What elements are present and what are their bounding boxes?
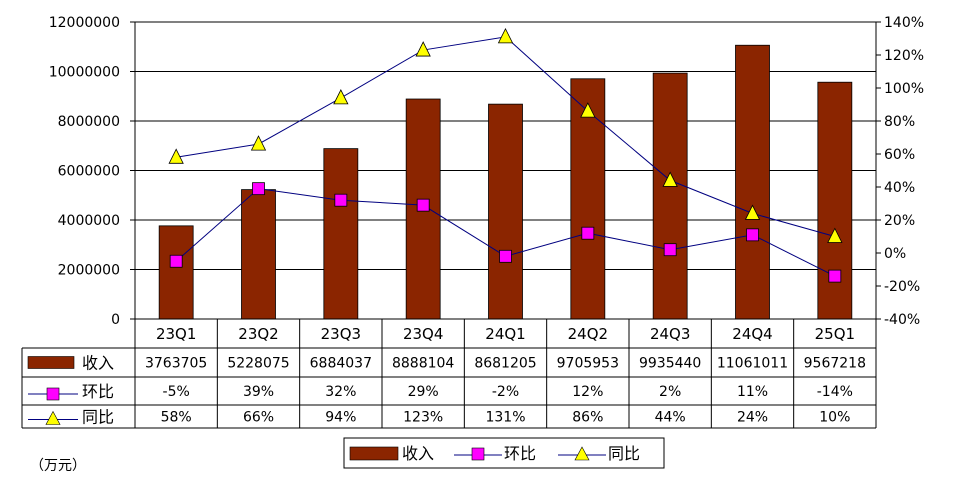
- table-cell: 9705953: [557, 356, 619, 372]
- table-cell: 9567218: [804, 356, 866, 372]
- yoy-point: [744, 204, 761, 220]
- table-cell: 11061011: [717, 356, 788, 372]
- table-cell: 86%: [572, 410, 603, 426]
- table-cell: 29%: [408, 384, 439, 400]
- table-cell: 10%: [819, 410, 850, 426]
- y-right-tick-label: -40%: [884, 312, 920, 328]
- qoq-point: [334, 193, 348, 207]
- category-label: 24Q1: [485, 325, 525, 343]
- table-cell: 8681205: [474, 356, 536, 372]
- qoq-point: [252, 182, 265, 196]
- y-right-tick-label: 0%: [884, 246, 906, 262]
- qoq-point: [746, 228, 759, 242]
- table-cell: 3763705: [145, 356, 207, 372]
- legend-key-square: [471, 447, 485, 461]
- table-cell: 66%: [243, 410, 274, 426]
- revenue-bar: [652, 72, 688, 320]
- yoy-point: [168, 148, 184, 164]
- category-label: 23Q1: [156, 325, 196, 343]
- y-right-tick-label: 120%: [884, 48, 924, 64]
- table-row-name: 收入: [82, 354, 114, 373]
- table-key-square: [46, 387, 60, 401]
- table-cell: 8888104: [392, 356, 454, 372]
- legend-key-triangle: [574, 446, 590, 461]
- category-label: 23Q3: [321, 325, 361, 343]
- y-right-tick-label: 60%: [884, 147, 915, 163]
- table-cell: 44%: [655, 410, 686, 426]
- category-label: 24Q2: [568, 325, 608, 343]
- revenue-bar: [817, 81, 853, 320]
- ratio-lines: [168, 27, 843, 283]
- table-cell: 2%: [659, 384, 681, 400]
- legend-label: 环比: [504, 444, 536, 463]
- qoq-point: [169, 254, 183, 268]
- revenue-bar: [323, 148, 359, 320]
- table-cell: -5%: [163, 384, 190, 400]
- table-cell: 5228075: [227, 356, 289, 372]
- revenue-bar: [241, 189, 276, 320]
- table-cell: 24%: [737, 410, 768, 426]
- axes: 0 2000000 4000000 6000000 8000000 10000000 120…: [49, 15, 924, 328]
- category-label: 25Q1: [815, 325, 855, 343]
- y-left-tick-label: 0: [111, 312, 120, 328]
- category-label: 24Q4: [732, 325, 772, 343]
- y-right-tick-label: 140%: [884, 15, 924, 31]
- y-left-tick-label: 2000000: [58, 263, 120, 279]
- yoy-point: [580, 102, 596, 118]
- qoq-point: [663, 243, 677, 257]
- y-left-tick-label: 8000000: [58, 114, 120, 130]
- legend-label: 同比: [608, 444, 640, 463]
- y-right-tick-label: -20%: [884, 279, 920, 295]
- yoy-point: [827, 227, 843, 243]
- legend: 收入 环比 同比: [343, 437, 665, 469]
- qoq-point: [828, 269, 842, 283]
- table-cell: 32%: [325, 384, 356, 400]
- y-right-tick-label: 100%: [884, 81, 924, 97]
- table-cell: -14%: [817, 384, 853, 400]
- table-cell: 12%: [572, 384, 603, 400]
- y-right-tick-label: 40%: [884, 180, 915, 196]
- table-cell: 39%: [243, 384, 274, 400]
- y-left-tick-label: 10000000: [49, 65, 120, 81]
- category-label: 23Q2: [238, 325, 278, 343]
- y-right-tick-label: 80%: [884, 114, 915, 130]
- yoy-point: [333, 89, 349, 105]
- revenue-bar: [158, 225, 194, 320]
- table-row-name: 环比: [82, 382, 114, 401]
- qoq-point: [499, 249, 512, 263]
- legend-label: 收入: [402, 444, 434, 463]
- y-left-tick-label: 4000000: [58, 213, 120, 229]
- yoy-point: [662, 171, 678, 187]
- y-right-tick-label: 20%: [884, 213, 915, 229]
- table-cell: 6884037: [310, 356, 372, 372]
- yoy-point: [250, 135, 267, 151]
- table-row-name: 同比: [82, 408, 114, 427]
- y-left-tick-label: 6000000: [58, 164, 120, 180]
- revenue-bar: [570, 78, 606, 320]
- data-table: 23Q1 23Q2 23Q3 23Q4 24Q1 24Q2 24Q3 24Q4 25Q1 收入 37…: [21, 319, 877, 429]
- legend-key-bar: [349, 446, 399, 461]
- table-cell: 123%: [403, 410, 443, 426]
- qoq-point: [416, 198, 430, 212]
- qoq-point: [581, 226, 595, 240]
- table-cell: 58%: [161, 410, 192, 426]
- table-cell: 131%: [485, 410, 525, 426]
- table-cell: 9935440: [639, 356, 701, 372]
- table-cell: -2%: [492, 384, 519, 400]
- table-key-triangle: [45, 410, 61, 425]
- table-cell: 11%: [737, 384, 768, 400]
- y-left-tick-label: 12000000: [49, 15, 120, 31]
- category-label: 24Q3: [650, 325, 690, 343]
- category-label: 23Q4: [403, 325, 443, 343]
- table-key-bar: [27, 356, 75, 369]
- revenue-bar: [488, 103, 523, 320]
- yoy-point: [415, 41, 431, 57]
- revenue-bars: [158, 44, 853, 320]
- revenue-bar: [735, 44, 770, 320]
- unit-note: （万元）: [30, 458, 86, 474]
- yoy-point: [497, 27, 514, 44]
- table-cell: 94%: [325, 410, 356, 426]
